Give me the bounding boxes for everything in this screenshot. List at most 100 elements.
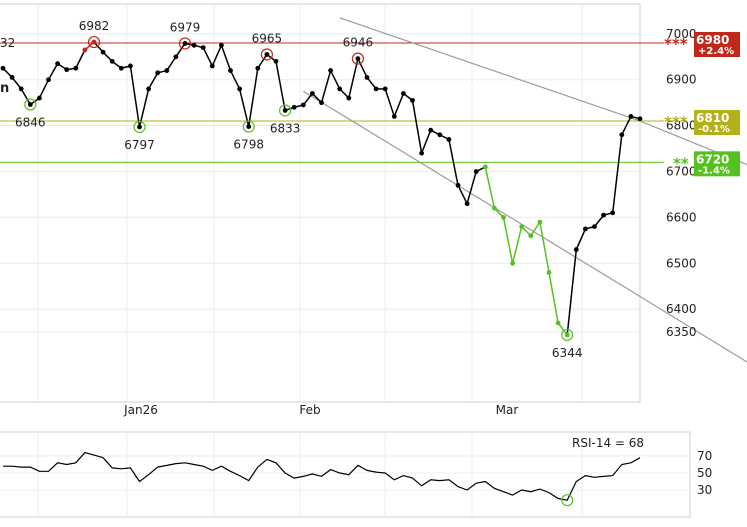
price-segment <box>329 70 341 90</box>
price-line <box>2 41 641 336</box>
price-segment <box>484 166 496 209</box>
channel-line <box>302 90 747 363</box>
price-point <box>401 91 406 96</box>
price-segment <box>621 116 632 136</box>
price-point <box>446 136 452 142</box>
price-point <box>501 215 506 220</box>
price-segment <box>366 76 377 90</box>
price-point <box>82 47 88 53</box>
price-segment <box>202 47 213 67</box>
y-tick-label: 6400 <box>666 302 697 316</box>
price-point <box>219 42 224 48</box>
price-point <box>173 54 179 60</box>
price-point <box>300 102 306 108</box>
rsi-line <box>3 451 641 501</box>
price-point <box>118 65 124 71</box>
level-tag-change: -0.1% <box>698 124 730 135</box>
price-point <box>328 68 333 73</box>
price-points <box>0 39 643 338</box>
price-point <box>127 63 133 69</box>
price-point <box>27 102 33 107</box>
trough-label: 6833 <box>270 121 301 135</box>
price-segment <box>129 65 141 128</box>
rsi-panel: 30 50 70 RSI-14 = 68 <box>0 431 712 518</box>
price-segment <box>247 68 259 127</box>
price-point <box>100 49 106 55</box>
price-point <box>455 182 461 188</box>
level-tag-change: -1.4% <box>698 165 730 176</box>
price-segment <box>147 72 159 90</box>
trough-marker <box>279 104 292 117</box>
price-segment <box>211 44 223 67</box>
price-segment <box>466 171 477 204</box>
price-point <box>482 164 488 170</box>
price-point <box>510 260 515 266</box>
rsi-y-tick-label: 70 <box>697 449 712 463</box>
price-segment <box>420 129 432 154</box>
x-tick-label: Feb <box>299 403 320 417</box>
level-stars: ** <box>673 154 689 172</box>
price-segment <box>593 214 605 228</box>
price-point <box>583 226 588 232</box>
price-point <box>573 247 579 252</box>
rsi-title: RSI-14 = 68 <box>572 436 644 450</box>
price-point <box>373 86 379 92</box>
price-segment <box>539 221 550 273</box>
price-segment <box>448 139 459 186</box>
trough-marker <box>133 120 146 134</box>
price-point <box>601 212 606 218</box>
price-point <box>291 104 297 110</box>
peak-label: 6965 <box>252 31 283 45</box>
price-segment <box>548 272 559 324</box>
price-segment <box>357 58 368 78</box>
price-segment <box>302 93 313 106</box>
price-segment <box>575 228 587 250</box>
price-point <box>46 77 51 83</box>
price-point <box>155 70 161 76</box>
rsi-y-tick-label: 50 <box>697 466 712 480</box>
price-segment <box>611 134 623 213</box>
price-segment <box>75 49 86 69</box>
price-point <box>264 52 270 57</box>
price-point <box>209 63 215 69</box>
trough-label: 6846 <box>15 116 46 130</box>
price-point <box>564 332 570 338</box>
price-point <box>437 132 443 138</box>
price-point <box>428 127 434 133</box>
level-tag-box <box>694 110 740 136</box>
price-point <box>364 75 370 80</box>
price-point <box>137 124 142 130</box>
peak-marker <box>87 35 101 49</box>
price-segment <box>20 88 31 105</box>
peak-label: 6982 <box>79 19 110 33</box>
level-lines <box>0 42 664 163</box>
price-point <box>146 86 152 92</box>
peak-label: 6979 <box>170 20 201 34</box>
peak-marker <box>178 37 192 50</box>
price-segment <box>166 56 177 71</box>
price-point <box>637 116 643 122</box>
price-segment <box>138 88 150 128</box>
price-point <box>464 201 470 207</box>
rsi-panel-frame <box>0 431 691 518</box>
price-point <box>18 86 24 92</box>
price-segment <box>47 63 59 81</box>
price-point <box>528 233 534 239</box>
y-tick-label: 6500 <box>666 256 697 270</box>
price-point <box>337 86 343 92</box>
price-point <box>255 65 261 71</box>
price-point <box>519 224 525 230</box>
price-segment <box>566 249 578 336</box>
level-tag-value: 6980 <box>696 33 729 47</box>
trough-label: 6798 <box>233 138 264 152</box>
top-left-fragment: n <box>0 81 9 96</box>
peak-marker <box>351 52 364 65</box>
price-point <box>419 150 424 156</box>
price-point <box>346 95 352 101</box>
level-tag-box <box>694 151 740 177</box>
price-point <box>619 132 625 138</box>
level-tag-box <box>694 32 740 57</box>
rsi-low-marker <box>561 494 574 507</box>
price-point <box>273 58 279 64</box>
price-segment <box>175 43 186 58</box>
